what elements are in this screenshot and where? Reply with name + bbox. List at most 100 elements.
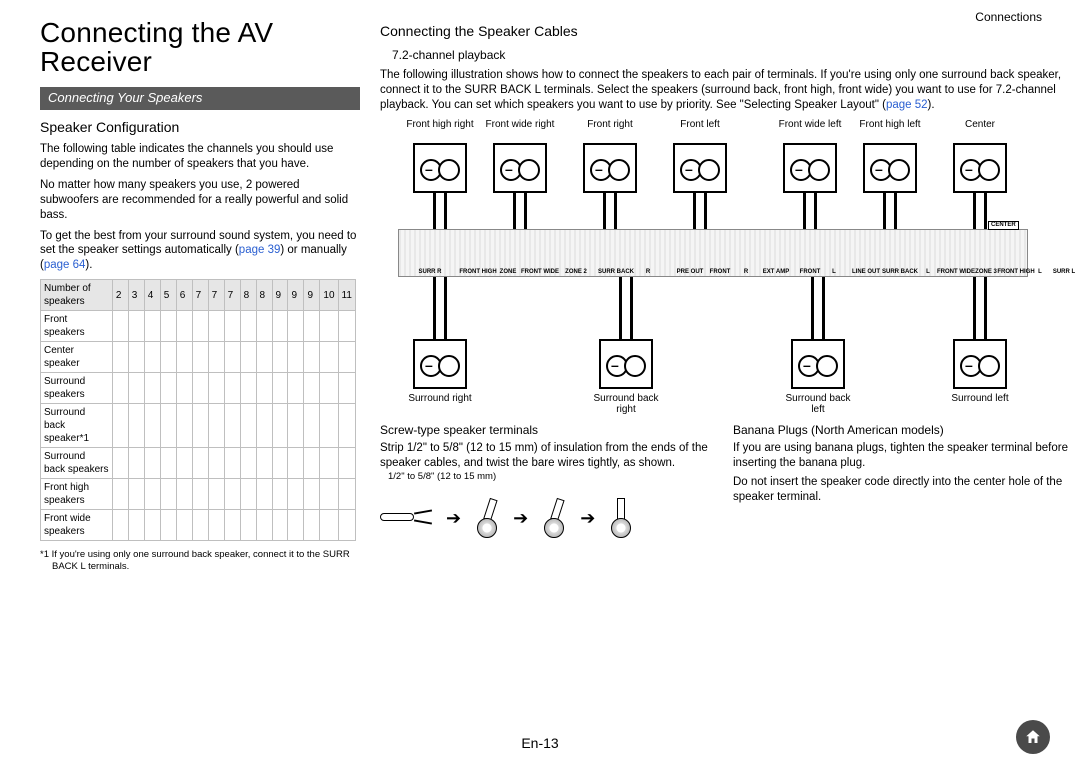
terminal-label: L bbox=[1038, 269, 1042, 277]
speaker-wire bbox=[973, 193, 987, 229]
speaker-label: Center bbox=[945, 119, 1015, 130]
terminal-label: LINE OUT bbox=[852, 269, 880, 277]
table-row: Front high speakers bbox=[41, 479, 356, 510]
banana-plugs-heading: Banana Plugs (North American models) bbox=[733, 423, 1070, 439]
speaker-label: Front wide right bbox=[485, 119, 555, 130]
table-row-label: Surround back speakers bbox=[41, 448, 113, 479]
strip-dimension-label: 1/2" to 5/8" (12 to 15 mm) bbox=[388, 471, 717, 483]
terminal-label: FRONT HIGH bbox=[997, 269, 1034, 277]
speaker-icon: –+ bbox=[413, 339, 467, 389]
table-col-header: 8 bbox=[240, 280, 256, 311]
speaker-wire bbox=[811, 277, 825, 339]
table-row: Surround back speakers bbox=[41, 448, 356, 479]
table-row-label: Front high speakers bbox=[41, 479, 113, 510]
speaker-wire bbox=[973, 277, 987, 339]
table-col-header: 5 bbox=[160, 280, 176, 311]
subheading-speaker-config: Speaker Configuration bbox=[40, 118, 360, 136]
speaker-icon: –+ bbox=[783, 143, 837, 193]
terminal-label: FRONT bbox=[800, 269, 821, 277]
speaker-label: Front left bbox=[665, 119, 735, 130]
terminal-label: ZONE 3 bbox=[975, 269, 997, 277]
speaker-config-table: Number of speakers23456777889991011 Fron… bbox=[40, 279, 356, 541]
page-ref-64[interactable]: page 64 bbox=[44, 259, 86, 271]
table-col-header: 4 bbox=[144, 280, 160, 311]
speaker-label: Surround left bbox=[945, 393, 1015, 404]
terminal-label: SURR L bbox=[1053, 269, 1075, 277]
terminal-label: ZONE bbox=[500, 269, 517, 277]
table-row: Front wide speakers bbox=[41, 510, 356, 541]
subheading-cables: Connecting the Speaker Cables bbox=[380, 22, 1070, 40]
speaker-wire bbox=[433, 193, 447, 229]
table-col-header: 9 bbox=[304, 280, 320, 311]
terminal-label: ZONE 2 bbox=[565, 269, 587, 277]
terminal-label: FRONT WIDE bbox=[521, 269, 559, 277]
terminal-label: EXT AMP bbox=[763, 269, 789, 277]
terminal-label: SURR BACK bbox=[598, 269, 634, 277]
banana-plugs-text-1: If you are using banana plugs, tighten t… bbox=[733, 441, 1070, 471]
table-row: Surround back speaker*1 bbox=[41, 404, 356, 448]
speaker-label: Front high left bbox=[855, 119, 925, 130]
config-para-1: The following table indicates the channe… bbox=[40, 142, 360, 172]
speaker-wire bbox=[619, 277, 633, 339]
table-head-label: Number of speakers bbox=[41, 280, 113, 311]
table-footnote: *1 If you're using only one surround bac… bbox=[40, 549, 360, 573]
terminal-label: L bbox=[832, 269, 836, 277]
table-row-label: Front wide speakers bbox=[41, 510, 113, 541]
speaker-icon: –+ bbox=[953, 143, 1007, 193]
terminal-label: L bbox=[926, 269, 930, 277]
speaker-wire bbox=[883, 193, 897, 229]
speaker-icon: –+ bbox=[953, 339, 1007, 389]
speaker-label: Surround back left bbox=[783, 393, 853, 415]
table-row-label: Center speaker bbox=[41, 342, 113, 373]
terminal-label: PRE OUT bbox=[677, 269, 704, 277]
terminal-label: SURR BACK bbox=[882, 269, 918, 277]
home-icon bbox=[1024, 728, 1042, 746]
center-terminal-tag: CENTER bbox=[988, 221, 1019, 231]
terminal-label: R bbox=[646, 269, 650, 277]
table-col-header: 3 bbox=[128, 280, 144, 311]
table-row-label: Front speakers bbox=[41, 311, 113, 342]
table-col-header: 8 bbox=[256, 280, 272, 311]
table-col-header: 9 bbox=[288, 280, 304, 311]
wiring-paragraph: The following illustration shows how to … bbox=[380, 68, 1070, 113]
speaker-icon: –+ bbox=[863, 143, 917, 193]
terminal-insert-icon bbox=[540, 498, 568, 538]
speaker-icon: –+ bbox=[493, 143, 547, 193]
terminal-label: FRONT HIGH bbox=[459, 269, 496, 277]
banana-plugs-text-2: Do not insert the speaker code directly … bbox=[733, 475, 1070, 505]
table-col-header: 7 bbox=[208, 280, 224, 311]
speaker-icon: –+ bbox=[599, 339, 653, 389]
page-ref-39[interactable]: page 39 bbox=[239, 244, 281, 256]
playback-mode-label: 7.2-channel playback bbox=[392, 48, 1070, 64]
speaker-icon: –+ bbox=[791, 339, 845, 389]
table-row: Center speaker bbox=[41, 342, 356, 373]
speaker-label: Surround back right bbox=[591, 393, 661, 415]
arrow-icon: ➔ bbox=[446, 507, 461, 530]
page-ref-52[interactable]: page 52 bbox=[886, 99, 928, 111]
speaker-wire bbox=[803, 193, 817, 229]
config-para-3: To get the best from your surround sound… bbox=[40, 229, 360, 274]
page-number: En-13 bbox=[521, 734, 558, 752]
table-col-header: 7 bbox=[224, 280, 240, 311]
terminal-label: R bbox=[744, 269, 748, 277]
section-heading-bar: Connecting Your Speakers bbox=[40, 87, 360, 110]
terminal-label: FRONT WIDE bbox=[937, 269, 975, 277]
speaker-wire bbox=[603, 193, 617, 229]
speaker-icon: –+ bbox=[673, 143, 727, 193]
home-button[interactable] bbox=[1016, 720, 1050, 754]
page-title: Connecting the AV Receiver bbox=[40, 18, 360, 77]
table-row-label: Surround speakers bbox=[41, 373, 113, 404]
terminal-label: FRONT bbox=[710, 269, 731, 277]
speaker-wire bbox=[693, 193, 707, 229]
speaker-label: Front right bbox=[575, 119, 645, 130]
table-col-header: 6 bbox=[176, 280, 192, 311]
table-col-header: 2 bbox=[112, 280, 128, 311]
screw-terminals-heading: Screw-type speaker terminals bbox=[380, 423, 717, 439]
table-row: Surround speakers bbox=[41, 373, 356, 404]
speaker-icon: –+ bbox=[413, 143, 467, 193]
arrow-icon: ➔ bbox=[513, 507, 528, 530]
stripped-cable-icon bbox=[380, 503, 434, 533]
speaker-wire bbox=[433, 277, 447, 339]
terminal-closed-icon bbox=[607, 498, 635, 538]
table-col-header: 10 bbox=[320, 280, 338, 311]
